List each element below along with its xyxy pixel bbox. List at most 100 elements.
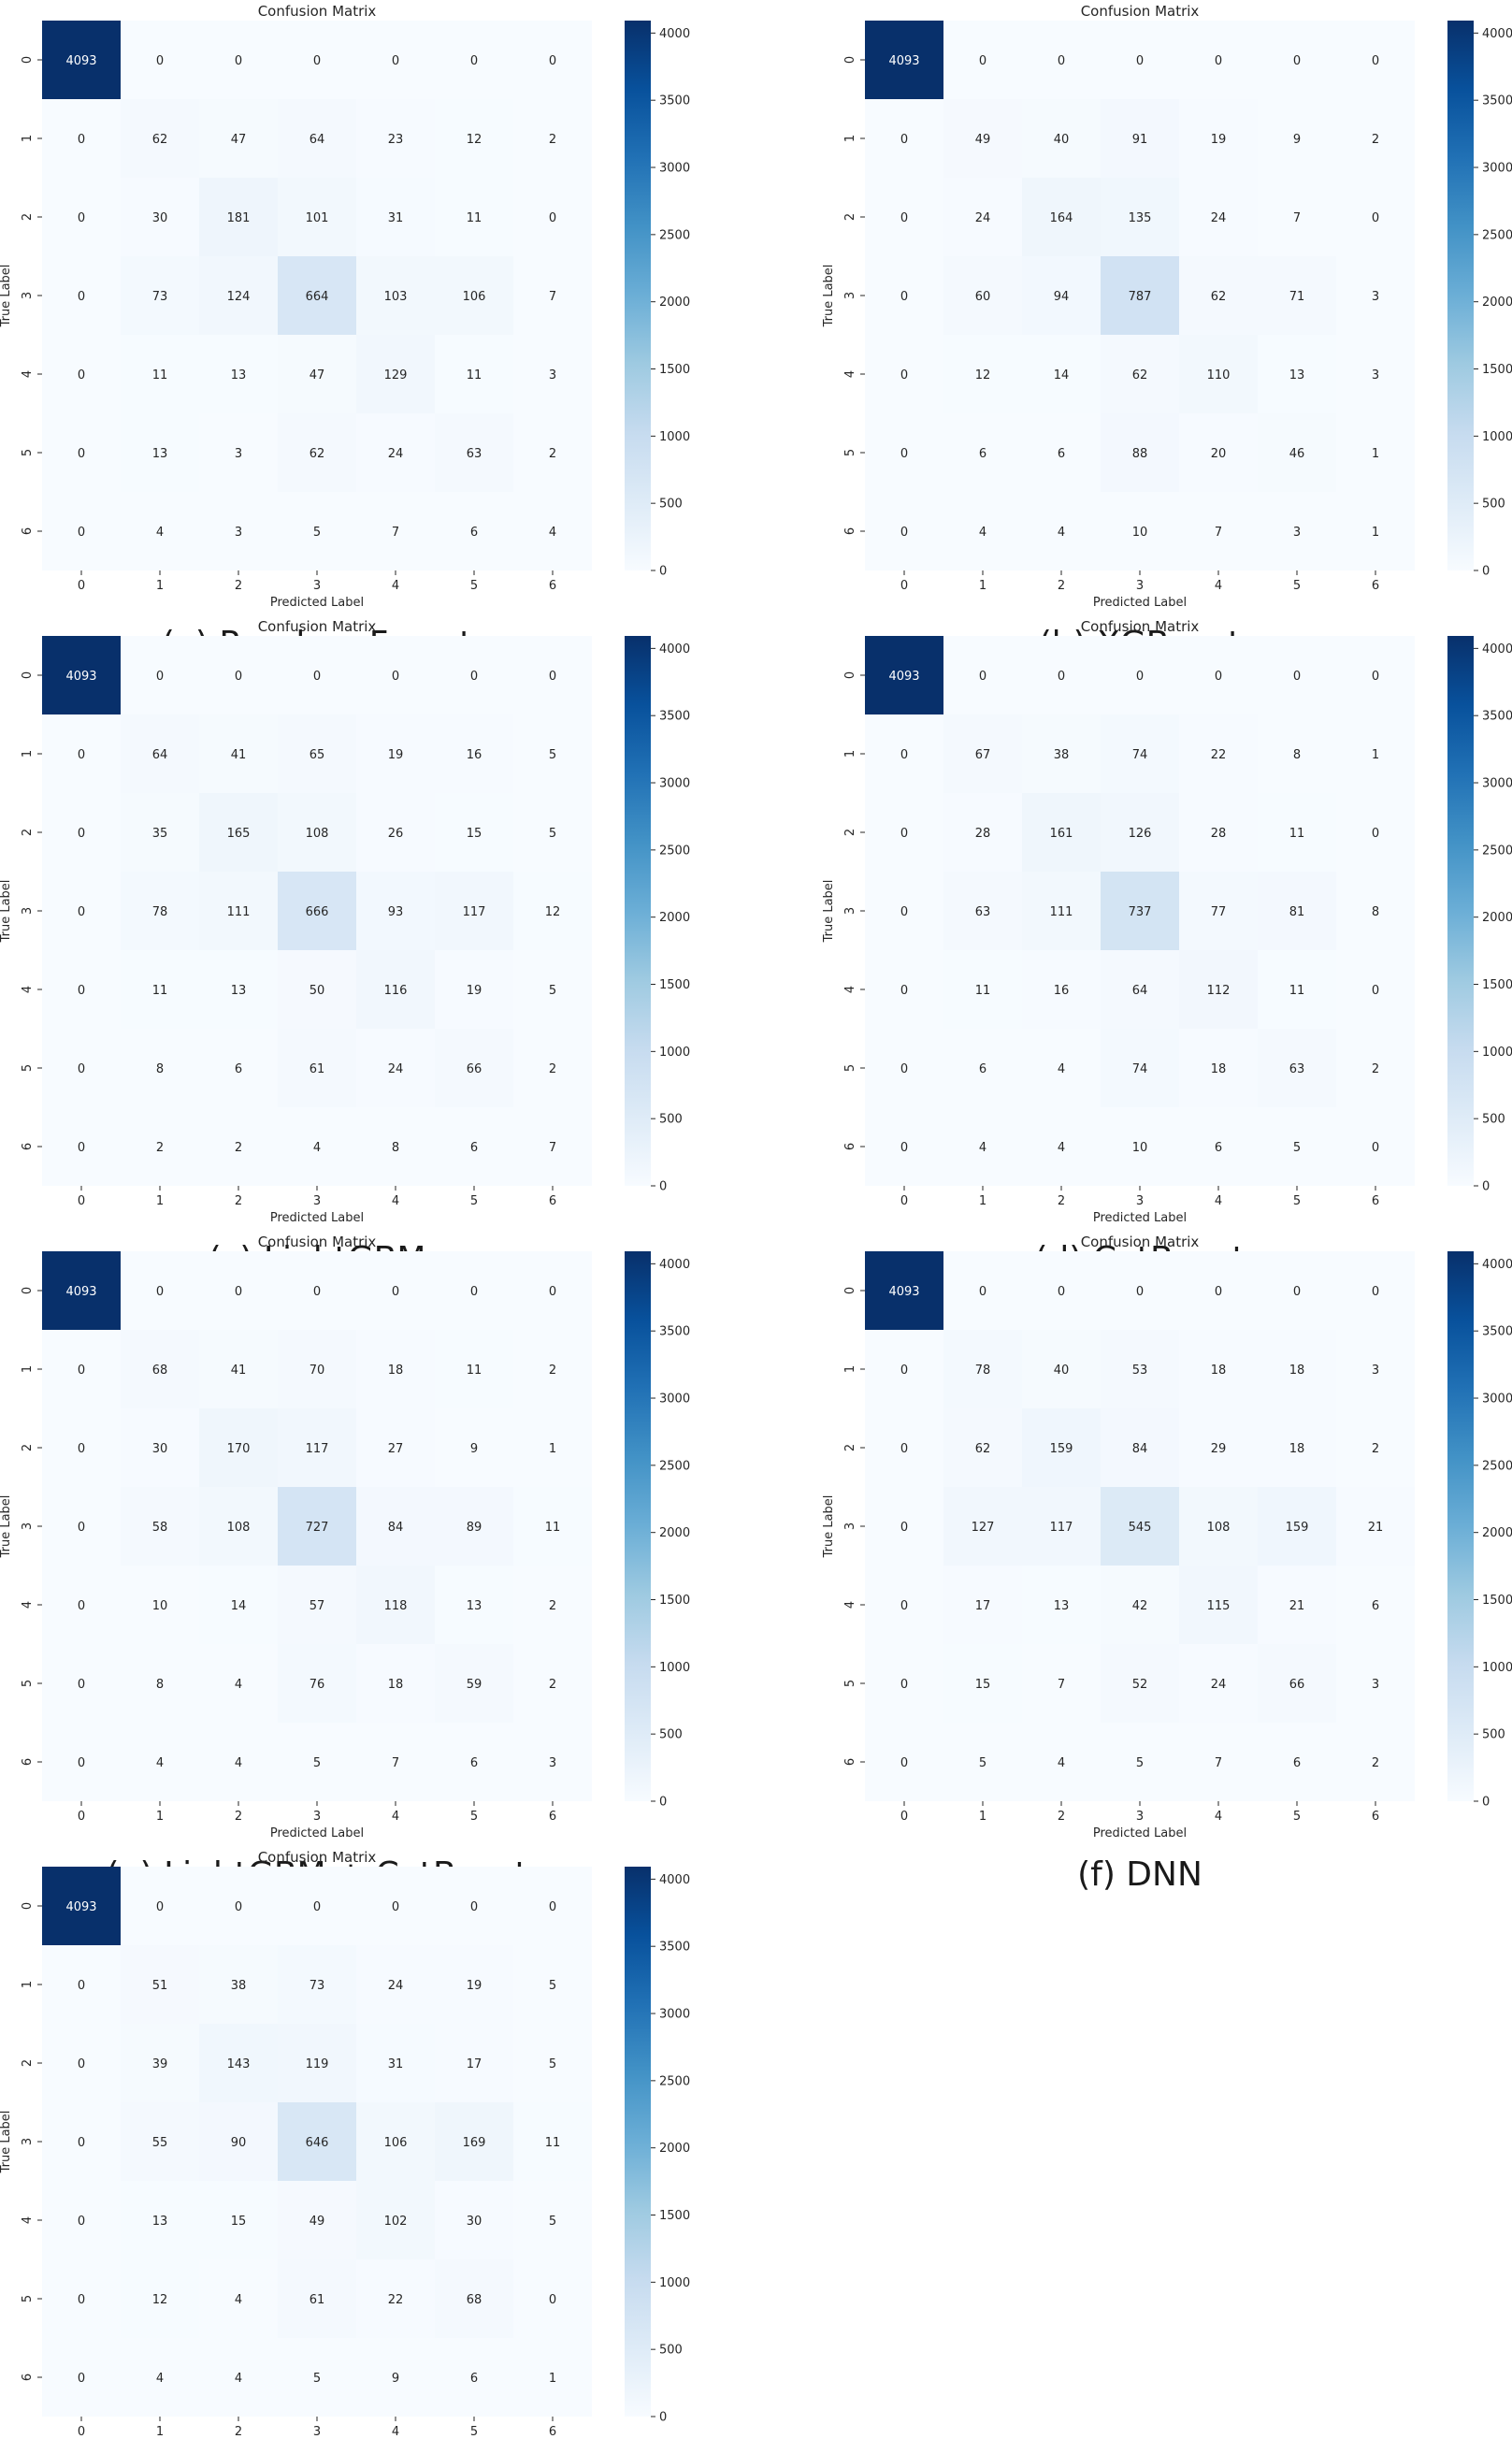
heatmap-cell (121, 1723, 199, 1801)
cell-value: 2 (549, 133, 556, 147)
cell-value: 64 (152, 748, 168, 762)
heatmap-cell (1179, 950, 1258, 1029)
cell-value: 0 (979, 1285, 986, 1299)
heatmap-cell (121, 1487, 199, 1566)
cell-value: 30 (152, 211, 168, 225)
cell-value: 0 (78, 526, 85, 540)
heatmap-cell (435, 1723, 513, 1801)
cell-value: 6 (470, 1141, 478, 1155)
cell-value: 170 (227, 1442, 251, 1456)
cell-value: 545 (1129, 1521, 1152, 1535)
heatmap-cell (1336, 335, 1415, 413)
colorbar (625, 21, 651, 570)
heatmap-cell (199, 335, 278, 413)
heatmap-cell (1101, 793, 1179, 872)
heatmap-cell (865, 335, 943, 413)
cell-value: 13 (1054, 1599, 1070, 1613)
heatmap-cell (513, 1330, 592, 1408)
cell-value: 106 (384, 2136, 408, 2150)
cell-value: 1 (1372, 748, 1379, 762)
heatmap-cell (356, 1723, 435, 1801)
heatmap-cell (199, 2259, 278, 2338)
cell-value: 4093 (65, 1285, 96, 1299)
heatmap-cell (1022, 1644, 1101, 1723)
y-tick-label: 0 (21, 1287, 35, 1294)
cell-value: 0 (900, 1521, 908, 1535)
x-tick-label: 1 (156, 579, 164, 593)
heatmap-cell (513, 178, 592, 256)
cell-value: 5 (313, 2372, 321, 2386)
x-tick-label: 6 (1372, 579, 1379, 593)
cell-value: 159 (1050, 1442, 1073, 1456)
cell-value: 108 (1207, 1521, 1231, 1535)
heatmap-cell (1101, 950, 1179, 1029)
heatmap-cell (42, 2181, 121, 2259)
x-tick-label: 0 (78, 1194, 85, 1208)
heatmap-cell (1179, 1723, 1258, 1801)
heatmap-cell (1022, 1408, 1101, 1487)
cell-value: 11 (467, 1364, 482, 1378)
cell-value: 0 (78, 1979, 85, 1993)
x-tick-label: 3 (313, 1194, 321, 1208)
cell-value: 22 (1211, 748, 1227, 762)
cell-value: 52 (1132, 1678, 1148, 1692)
colorbar-tick-label: 3000 (1482, 777, 1512, 791)
heatmap-cell (356, 178, 435, 256)
cell-value: 0 (1372, 54, 1379, 68)
y-tick-label: 1 (21, 1981, 35, 1988)
heatmap-cell (865, 256, 943, 335)
heatmap-cell (1022, 335, 1101, 413)
heatmap-cell (1101, 714, 1179, 793)
heatmap-cell (42, 714, 121, 793)
cell-value: 0 (1372, 827, 1379, 841)
cell-value: 27 (388, 1442, 404, 1456)
heatmap-cell (865, 99, 943, 178)
heatmap-cell (1022, 793, 1101, 872)
heatmap-cell (435, 21, 513, 99)
cell-value: 74 (1132, 1062, 1148, 1076)
cell-value: 18 (1289, 1442, 1305, 1456)
heatmap-cell (42, 2259, 121, 2338)
cell-value: 63 (1289, 1062, 1305, 1076)
heatmap-panel-5: 4093 0 0 0 0 0 00 78 40 53 18 18 30 62 159 84 29 18 20 127 1… (822, 1234, 1512, 1894)
cell-value: 101 (306, 211, 329, 225)
heatmap-cell (865, 1029, 943, 1107)
heatmap-cell (356, 1487, 435, 1566)
cell-value: 0 (1293, 1285, 1301, 1299)
heatmap-panel-3: 4093 0 0 0 0 0 00 67 38 74 22 8 10 28 161 126 28 11 00 63 11… (822, 618, 1512, 1278)
cell-value: 117 (1050, 1521, 1073, 1535)
cell-value: 124 (227, 290, 251, 304)
cell-value: 53 (1132, 1364, 1148, 1378)
cell-value: 0 (900, 1364, 908, 1378)
cell-value: 0 (78, 1756, 85, 1770)
heatmap-cell (513, 1566, 592, 1644)
cell-value: 84 (1132, 1442, 1148, 1456)
heatmap-cell (1179, 178, 1258, 256)
y-tick-label: 4 (843, 1601, 857, 1609)
heatmap-cell (1258, 1487, 1336, 1566)
cell-value: 0 (549, 54, 556, 68)
cell-value: 14 (231, 1599, 247, 1613)
x-tick-label: 1 (979, 579, 986, 593)
heatmap-cell (865, 950, 943, 1029)
heatmap-cell (278, 793, 356, 872)
cell-value: 0 (900, 1599, 908, 1613)
cell-value: 0 (392, 54, 399, 68)
cell-value: 64 (1132, 984, 1148, 998)
cell-value: 6 (979, 1062, 986, 1076)
heatmap-cell (435, 872, 513, 950)
heatmap-cell (943, 413, 1022, 492)
colorbar-tick-label: 1000 (659, 1661, 690, 1675)
heatmap-cell (199, 21, 278, 99)
colorbar-tick-label: 2500 (659, 844, 690, 858)
cell-value: 17 (467, 2057, 482, 2071)
cell-value: 0 (900, 984, 908, 998)
heatmap-cell (199, 1330, 278, 1408)
cell-value: 0 (313, 670, 321, 684)
cell-value: 18 (388, 1678, 404, 1692)
heatmap-cell (1022, 413, 1101, 492)
cell-value: 2 (1372, 133, 1379, 147)
colorbar-tick-label: 3500 (1482, 710, 1512, 724)
heatmap-cell (513, 714, 592, 793)
heatmap-cell (356, 1408, 435, 1487)
